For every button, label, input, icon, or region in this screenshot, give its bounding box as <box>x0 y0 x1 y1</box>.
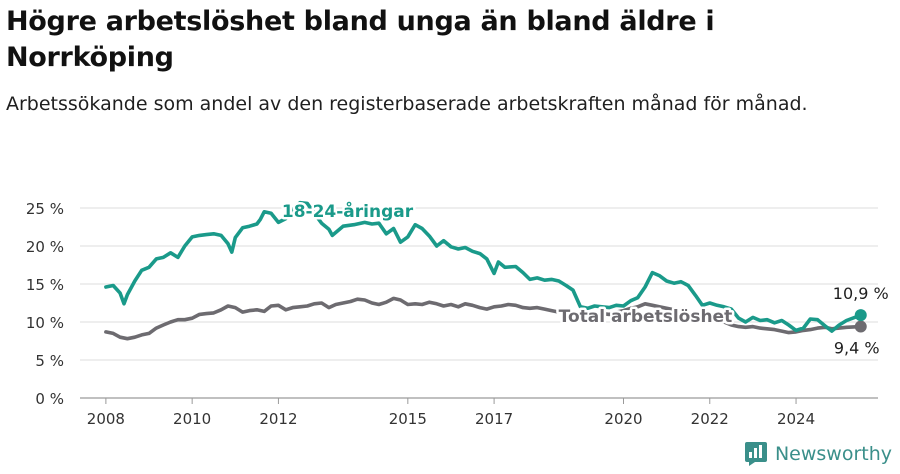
newsworthy-brand[interactable]: Newsworthy <box>744 440 892 468</box>
series-lines <box>104 200 867 341</box>
newsworthy-logo-icon <box>744 442 767 466</box>
x-tick-label: 2020 <box>604 410 642 428</box>
x-tick-label: 2024 <box>777 410 815 428</box>
end-point-youth <box>854 309 867 322</box>
y-tick-label: 10 % <box>26 314 64 332</box>
end-value-label-youth: 10,9 % <box>833 284 889 303</box>
chart-subtitle: Arbetssökande som andel av den registerb… <box>6 93 808 115</box>
y-tick-label: 15 % <box>26 276 64 294</box>
series-label-total: Total arbetslöshet <box>559 307 733 327</box>
end-point-total <box>854 320 867 333</box>
series-line-youth <box>104 200 863 333</box>
y-tick-label: 5 % <box>35 352 64 370</box>
series-labels: 18-24-åringar Total arbetslöshet 10,9 % 9,4… <box>279 198 890 360</box>
chart-title: Högre arbetslöshet bland unga än bland ä… <box>6 6 715 73</box>
x-tick-label: 2022 <box>691 410 729 428</box>
y-tick-label: 20 % <box>26 238 64 256</box>
x-tick-label: 2015 <box>389 410 427 428</box>
series-label-youth: 18-24-åringar <box>282 200 414 222</box>
x-tick-label: 2017 <box>475 410 513 428</box>
brand-name: Newsworthy <box>774 443 892 465</box>
gridlines <box>80 207 878 399</box>
x-axis: 2008 2010 2012 2015 2017 2020 2022 2024 <box>87 398 815 428</box>
series-line-total <box>104 296 863 341</box>
x-tick-label: 2008 <box>87 410 125 428</box>
x-tick-label: 2012 <box>259 410 297 428</box>
y-tick-label: 25 % <box>26 200 64 218</box>
y-axis: 0 % 5 % 10 % 15 % 20 % 25 % <box>26 200 64 408</box>
end-value-label-total: 9,4 % <box>834 339 880 358</box>
y-tick-label: 0 % <box>35 390 64 408</box>
x-tick-label: 2010 <box>173 410 211 428</box>
